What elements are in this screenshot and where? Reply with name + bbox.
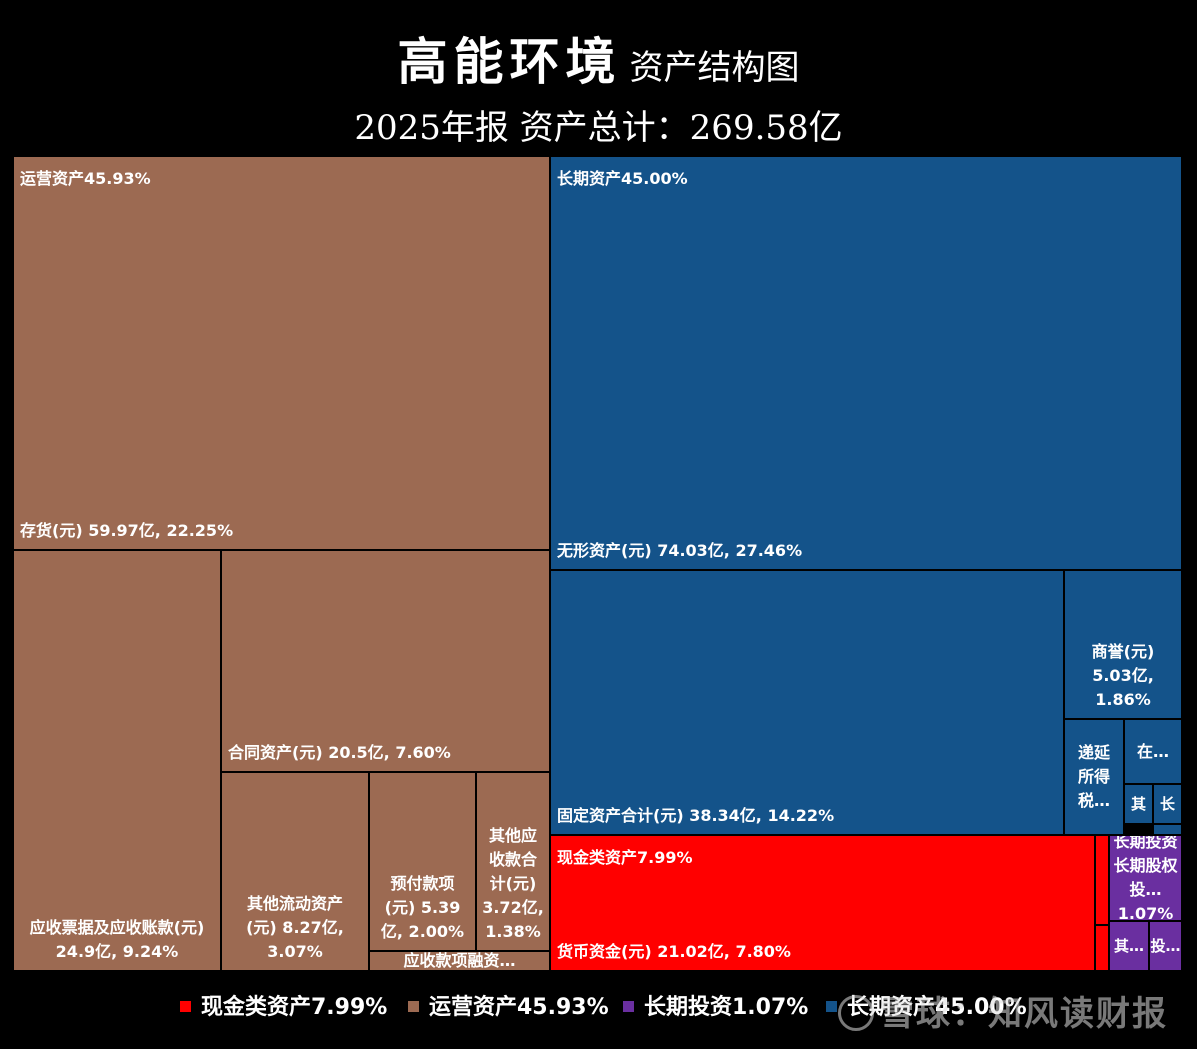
- treemap-tile-label: 存货(元) 59.97亿, 22.25%: [20, 521, 234, 540]
- treemap-tile: 无形资产(元) 74.03亿, 27.46%: [549, 155, 1183, 571]
- legend-item: 长期投资1.07%: [623, 990, 808, 1026]
- treemap-tile-label: 其他应 收款合 计(元) 3.72亿, 1.38%: [482, 826, 544, 941]
- legend-label: 长期资产45.00%: [847, 995, 1027, 1020]
- treemap-tile: 其…: [1108, 920, 1150, 972]
- legend-item: 长期资产45.00%: [826, 990, 1027, 1026]
- treemap-tile: 存货(元) 59.97亿, 22.25%: [12, 155, 551, 551]
- watermark: 雪球：知风读财报: [838, 986, 1168, 1035]
- treemap-tile-label: 货币资金(元) 21.02亿, 7.80%: [557, 942, 791, 961]
- legend-item: 现金类资产7.99%: [180, 990, 387, 1026]
- treemap-tile-label: 合同资产(元) 20.5亿, 7.60%: [228, 743, 451, 762]
- treemap-tile-label: 投…: [1150, 937, 1181, 955]
- watermark-text: 雪球：知风读财报: [880, 994, 1168, 1034]
- legend-swatch-icon: [826, 1000, 837, 1012]
- treemap-tile-label: 其…: [1113, 937, 1144, 955]
- treemap-tile: 长期投资 长期股权投… 1.07%: [1108, 834, 1183, 922]
- group-label: 运营资产45.93%: [20, 169, 151, 188]
- legend-swatch-icon: [180, 1000, 191, 1012]
- treemap-tile: 合同资产(元) 20.5亿, 7.60%: [220, 549, 551, 773]
- treemap-tile: 在…: [1123, 718, 1183, 785]
- treemap-tile: 商誉(元) 5.03亿, 1.86%: [1063, 569, 1183, 720]
- treemap-tile: 货币资金(元) 21.02亿, 7.80%: [549, 834, 1096, 972]
- treemap-tile: 应收款项融资…: [368, 950, 551, 972]
- treemap-tile-label: 无形资产(元) 74.03亿, 27.46%: [557, 541, 803, 560]
- legend-swatch-icon: [408, 1000, 419, 1012]
- treemap-tile: 长: [1152, 783, 1183, 825]
- treemap-tile-label: 应收票据及应收账款(元) 24.9亿, 9.24%: [29, 918, 205, 961]
- treemap-tile: 其他应 收款合 计(元) 3.72亿, 1.38%: [475, 771, 551, 952]
- treemap-tile: 预付款项 (元) 5.39 亿, 2.00%: [368, 771, 477, 952]
- treemap-tile-label: 长期投资 长期股权投… 1.07%: [1113, 834, 1178, 922]
- legend-item: 运营资产45.93%: [408, 990, 609, 1026]
- treemap-tile-label: 其他流动资产 (元) 8.27亿, 3.07%: [246, 894, 344, 961]
- group-label: 现金类资产7.99%: [557, 848, 693, 867]
- legend-label: 现金类资产7.99%: [201, 995, 388, 1020]
- treemap-tile: 其: [1123, 783, 1154, 825]
- treemap-tile-label: 应收款项融资…: [403, 951, 516, 970]
- treemap-tile: 固定资产合计(元) 38.34亿, 14.22%: [549, 569, 1065, 836]
- legend-label: 长期投资1.07%: [644, 995, 809, 1020]
- legend-label: 运营资产45.93%: [429, 995, 609, 1020]
- treemap-tile-label: 预付款项 (元) 5.39 亿, 2.00%: [380, 874, 465, 941]
- treemap-tile: 投…: [1148, 920, 1183, 972]
- legend: 现金类资产7.99% 运营资产45.93% 长期投资1.07% 长期资产45.00%: [0, 990, 1197, 1026]
- treemap-tile: 递延 所得 税…: [1063, 718, 1125, 836]
- watermark-logo-icon: [838, 994, 874, 1031]
- treemap-tile: 应收票据及应收账款(元) 24.9亿, 9.24%: [12, 549, 222, 972]
- group-label: 长期资产45.00%: [557, 169, 688, 188]
- legend-swatch-icon: [623, 1000, 634, 1012]
- treemap-tile: 其他流动资产 (元) 8.27亿, 3.07%: [220, 771, 370, 972]
- company-name: 高能环境: [397, 33, 622, 91]
- treemap-tile-label: 固定资产合计(元) 38.34亿, 14.22%: [557, 806, 835, 825]
- treemap-tile-label: 在…: [1136, 741, 1169, 761]
- title-suffix: 资产结构图: [629, 48, 800, 88]
- treemap-tile-label: 递延 所得 税…: [1077, 743, 1110, 810]
- treemap-tile-label: 长: [1159, 795, 1175, 813]
- chart-title: 高能环境 资产结构图: [0, 22, 1197, 94]
- treemap-tile-label: 商誉(元) 5.03亿, 1.86%: [1091, 642, 1155, 709]
- treemap-tile-label: 其: [1130, 795, 1146, 813]
- chart-subtitle: 2025年报 资产总计：269.58亿: [354, 108, 843, 148]
